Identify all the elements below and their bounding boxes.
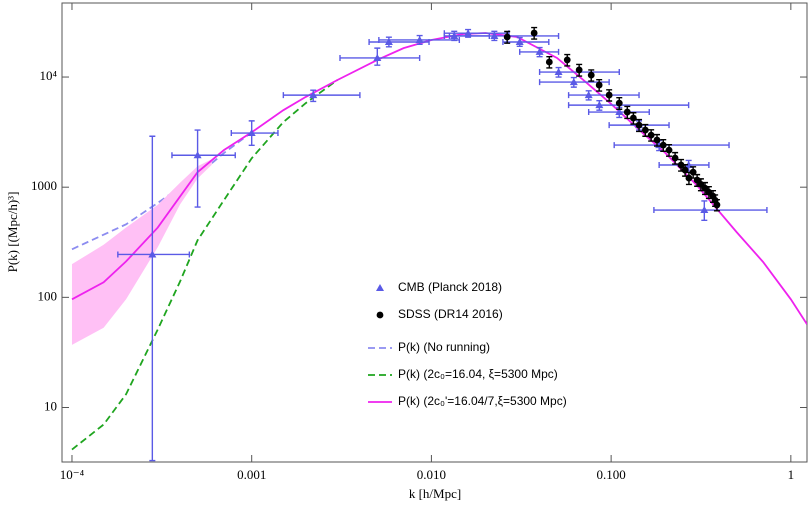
sdss-point (503, 33, 511, 41)
sdss-point (615, 99, 623, 107)
legend-label: P(k) (2c₀=16.04, ξ=5300 Mpc) (398, 367, 558, 381)
y-tick-label: 1000 (31, 178, 57, 193)
y-error-bar (149, 135, 156, 462)
y-error-bar (194, 129, 201, 208)
cmb-point (490, 31, 499, 39)
cmb-point (415, 35, 424, 43)
y-tick-label: 100 (38, 288, 58, 303)
sdss-point (563, 56, 571, 64)
cmb-point (535, 47, 544, 55)
y-axis-title: P(k) [(Mpc/h)³] (5, 192, 20, 273)
sdss-point (671, 154, 679, 162)
legend-label: P(k) (No running) (398, 340, 490, 354)
legend-swatch (376, 311, 384, 319)
sdss-point (595, 81, 603, 89)
cmb-point (554, 68, 563, 76)
sdss-point (689, 168, 697, 176)
sdss-point (623, 108, 631, 116)
legend-swatch (376, 284, 384, 291)
curve (71, 79, 338, 451)
sdss-point (641, 126, 649, 134)
x-error-bar (171, 152, 236, 159)
cmb-point (384, 37, 393, 45)
cmb-point (615, 108, 624, 116)
sdss-point (713, 201, 721, 209)
sdss-point (681, 166, 689, 174)
x-tick-label: 0.100 (597, 467, 626, 482)
cmb-point (569, 78, 578, 86)
cmb-point (373, 53, 382, 61)
cmb-point (309, 91, 318, 99)
sdss-point (647, 131, 655, 139)
sdss-point (575, 66, 583, 74)
x-error-bar (567, 102, 690, 109)
x-error-bar (282, 92, 361, 99)
cmb-point (464, 29, 473, 37)
sdss-point (685, 174, 693, 182)
cmb-point (584, 91, 593, 99)
sdss-point (653, 136, 661, 144)
sdss-point (530, 29, 538, 37)
legend-label: CMB (Planck 2018) (398, 280, 502, 294)
x-error-bar (339, 54, 421, 61)
sdss-point (545, 58, 553, 66)
x-tick-label: 1 (788, 467, 795, 482)
sdss-point (629, 114, 637, 122)
cmb-point (247, 129, 256, 137)
x-tick-label: 0.010 (417, 467, 446, 482)
x-tick-label: 0.001 (237, 467, 266, 482)
x-axis-title: k [h/Mpc] (409, 486, 461, 501)
sdss-point (587, 71, 595, 79)
x-tick-label: 10⁻⁴ (60, 467, 85, 482)
legend-label: P(k) (2c₀'=16.04/7,ξ=5300 Mpc) (398, 394, 567, 408)
x-error-bar (502, 38, 550, 45)
cmb-point (193, 151, 202, 159)
cmb-point (515, 37, 524, 45)
x-error-bar (653, 207, 768, 214)
cmb-point (148, 250, 157, 258)
plot-area (71, 26, 807, 462)
y-tick-label: 10 (44, 398, 57, 413)
sdss-point (635, 121, 643, 129)
cmb-point (700, 206, 709, 214)
plot-frame (61, 2, 808, 463)
x-error-bar (230, 130, 279, 137)
sdss-point (659, 141, 667, 149)
cmb-point (595, 101, 604, 109)
y-tick-label: 10⁴ (39, 68, 57, 83)
legend: CMB (Planck 2018) SDSS (DR14 2016) P(k) (N… (368, 280, 567, 408)
sdss-point (605, 91, 613, 99)
sdss-point (665, 146, 673, 154)
legend-label: SDSS (DR14 2016) (398, 307, 503, 321)
uncertainty-band (71, 159, 212, 345)
sdss-point (677, 161, 685, 169)
x-error-bar (567, 92, 640, 99)
